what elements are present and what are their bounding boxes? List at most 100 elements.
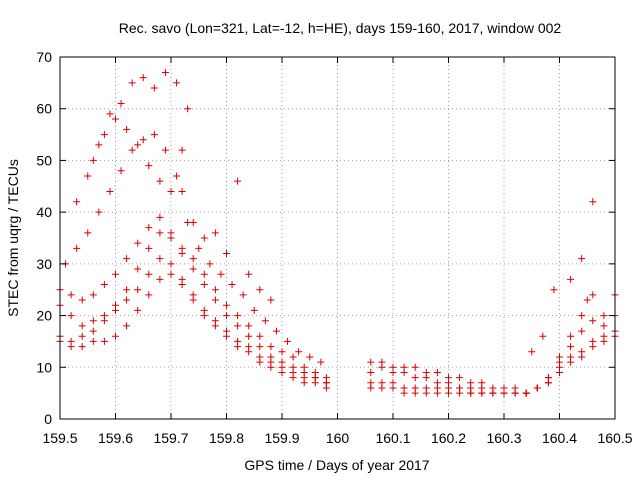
data-point [223, 250, 230, 258]
data-point [123, 322, 131, 330]
data-point [189, 265, 197, 273]
series-arc-g [89, 115, 186, 195]
data-point [95, 141, 103, 149]
data-point [267, 296, 275, 304]
data-point [156, 255, 164, 263]
grid [60, 57, 615, 419]
data-point [156, 275, 164, 283]
data-point [422, 389, 430, 397]
data-point [567, 275, 575, 283]
data-point [411, 363, 419, 371]
x-tick-label: 160.1 [375, 430, 410, 446]
data-point [161, 146, 169, 154]
data-point [211, 229, 219, 237]
data-point [223, 327, 230, 335]
data-point [156, 229, 164, 237]
series-arc-c [56, 229, 330, 387]
data-point [89, 317, 97, 325]
data-point [245, 322, 253, 330]
data-marks [56, 69, 619, 397]
data-point [589, 198, 597, 206]
data-point [411, 374, 419, 382]
data-point [456, 374, 464, 382]
data-point [411, 389, 419, 397]
data-point [500, 384, 508, 392]
data-point [211, 296, 219, 304]
data-point [189, 218, 197, 226]
data-point [161, 69, 169, 77]
data-point [445, 374, 452, 382]
data-point [389, 384, 397, 392]
data-point [578, 312, 586, 320]
data-point [245, 343, 253, 351]
data-point [511, 384, 519, 392]
series-arc-b [56, 255, 330, 387]
data-point [128, 79, 136, 87]
data-point [217, 270, 225, 278]
data-point [100, 131, 108, 139]
data-point [400, 389, 408, 397]
data-point [78, 332, 86, 340]
data-point [433, 368, 441, 376]
data-point [456, 384, 464, 392]
x-tick-labels: 159.5 159.6 159.7 159.8 159.9 160 160.1 160.2 16… [42, 430, 632, 446]
y-tick-label: 50 [36, 152, 52, 168]
series-arc-h [178, 177, 275, 304]
data-point [195, 244, 203, 252]
x-tick-label: 159.6 [98, 430, 133, 446]
data-point [556, 353, 563, 361]
data-point [84, 229, 92, 237]
data-point [106, 187, 114, 195]
data-point [567, 332, 575, 340]
data-point [123, 286, 131, 294]
data-point [589, 337, 597, 345]
data-point [167, 270, 175, 278]
data-point [123, 125, 131, 133]
data-point [112, 270, 119, 278]
data-point [256, 332, 264, 340]
data-point [278, 348, 286, 356]
data-point [211, 317, 219, 325]
data-point [134, 141, 142, 149]
data-point [117, 167, 125, 175]
series-arc-k [367, 312, 619, 397]
data-point [250, 306, 258, 314]
data-point [445, 389, 452, 397]
data-point [134, 265, 142, 273]
data-point [100, 281, 108, 289]
data-point [189, 255, 197, 263]
data-point [73, 198, 81, 206]
data-point [317, 358, 325, 366]
data-point [261, 317, 269, 325]
data-point [134, 286, 142, 294]
data-point [73, 244, 81, 252]
data-point [134, 239, 142, 247]
data-point [311, 368, 319, 376]
data-point [167, 229, 175, 237]
data-point [239, 291, 247, 299]
data-point [289, 353, 297, 361]
series-arc-l [367, 291, 619, 397]
data-point [422, 368, 430, 376]
data-point [145, 224, 153, 232]
data-point [267, 353, 275, 361]
data-point [600, 332, 608, 340]
data-point [578, 255, 586, 263]
y-tick-label: 60 [36, 101, 52, 117]
data-point [95, 208, 103, 216]
data-point [256, 353, 264, 361]
data-point [223, 312, 230, 320]
data-point [139, 136, 147, 144]
data-point [67, 312, 75, 320]
data-point [322, 374, 330, 382]
data-point [178, 146, 186, 154]
data-point [184, 105, 192, 113]
data-point [145, 162, 153, 170]
data-point [89, 337, 97, 345]
data-point [189, 291, 197, 299]
data-point [200, 306, 208, 314]
data-point [100, 337, 108, 345]
y-tick-label: 10 [36, 359, 52, 375]
data-point [306, 353, 314, 361]
